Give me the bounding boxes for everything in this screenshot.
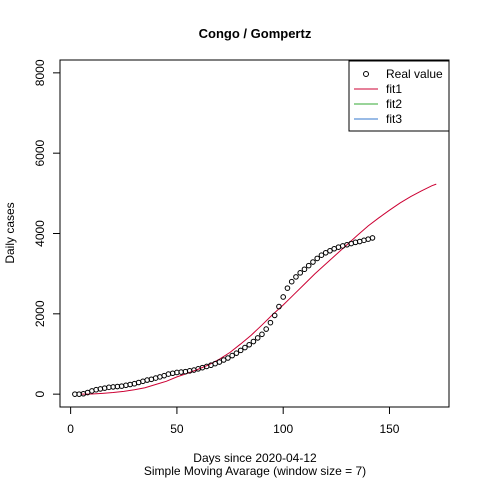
x-tick-label: 150 [379,422,399,436]
x-tick-label: 100 [273,422,293,436]
x-axis-sublabel: Simple Moving Avarage (window size = 7) [144,464,366,478]
x-axis-label: Days since 2020-04-12 [193,451,317,465]
y-tick-label: 2000 [33,300,47,327]
y-tick-label: 0 [33,390,47,397]
x-tick-label: 50 [170,422,184,436]
chart-title: Congo / Gompertz [199,26,312,41]
legend-label-fit3: fit3 [386,112,402,126]
legend-label-real-value: Real value [386,67,443,81]
y-tick-label: 4000 [33,220,47,247]
legend-label-fit1: fit1 [386,82,402,96]
y-tick-label: 6000 [33,140,47,167]
y-axis-label: Daily cases [3,202,17,263]
x-tick-label: 0 [67,422,74,436]
y-tick-label: 8000 [33,59,47,86]
legend-label-fit2: fit2 [386,97,402,111]
